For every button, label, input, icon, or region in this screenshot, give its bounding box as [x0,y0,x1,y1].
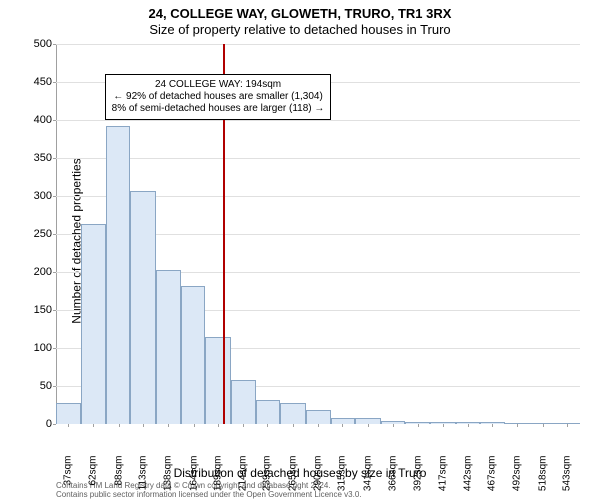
xtick-label: 164sqm [188,456,199,496]
xtick-mark [393,424,394,427]
ytick-label: 0 [30,418,52,430]
xtick-label: 239sqm [262,456,273,496]
ytick-mark [53,44,56,45]
xtick-label: 138sqm [162,456,173,496]
chart-title-line1: 24, COLLEGE WAY, GLOWETH, TRURO, TR1 3RX [0,6,600,22]
ytick-label: 100 [30,342,52,354]
xtick-label: 518sqm [537,456,548,496]
xtick-label: 442sqm [462,456,473,496]
xtick-label: 341sqm [363,456,374,496]
xtick-label: 37sqm [63,456,74,496]
histogram-bar [231,380,256,424]
ytick-label: 200 [30,266,52,278]
xtick-mark [194,424,195,427]
histogram-bar [205,337,231,424]
xtick-label: 366sqm [387,456,398,496]
xtick-mark [218,424,219,427]
ytick-label: 300 [30,190,52,202]
chart-container: 24, COLLEGE WAY, GLOWETH, TRURO, TR1 3RX… [0,0,600,500]
xtick-label: 492sqm [511,456,522,496]
xtick-label: 392sqm [413,456,424,496]
chart-title-line2: Size of property relative to detached ho… [0,22,600,38]
histogram-bar [306,410,331,424]
ytick-mark [53,386,56,387]
xtick-mark [468,424,469,427]
ytick-mark [53,272,56,273]
histogram-bar [181,286,206,424]
callout-box: 24 COLLEGE WAY: 194sqm← 92% of detached … [105,74,332,120]
ytick-label: 250 [30,228,52,240]
xtick-label: 189sqm [213,456,224,496]
ytick-mark [53,120,56,121]
xtick-mark [443,424,444,427]
xtick-label: 543sqm [562,456,573,496]
ytick-mark [53,234,56,235]
gridline [56,158,580,159]
gridline [56,44,580,45]
xtick-label: 214sqm [237,456,248,496]
xtick-mark [143,424,144,427]
histogram-bar [156,270,181,424]
ytick-mark [53,158,56,159]
ytick-mark [53,424,56,425]
xtick-label: 467sqm [487,456,498,496]
callout-line3: 8% of semi-detached houses are larger (1… [112,103,325,115]
histogram-bar [81,224,106,424]
histogram-bar [130,191,156,424]
xtick-label: 265sqm [288,456,299,496]
xtick-mark [318,424,319,427]
histogram-bar [256,400,281,424]
gridline [56,120,580,121]
xtick-mark [293,424,294,427]
ytick-label: 450 [30,76,52,88]
xtick-label: 315sqm [337,456,348,496]
xtick-mark [168,424,169,427]
ytick-label: 150 [30,304,52,316]
xtick-mark [243,424,244,427]
xtick-mark [368,424,369,427]
histogram-bar [56,403,81,424]
callout-line1: 24 COLLEGE WAY: 194sqm [112,79,325,91]
xtick-mark [119,424,120,427]
xtick-mark [517,424,518,427]
plot-area: 24 COLLEGE WAY: 194sqm← 92% of detached … [56,44,580,424]
xtick-mark [68,424,69,427]
xtick-mark [492,424,493,427]
ytick-label: 500 [30,38,52,50]
xtick-mark [543,424,544,427]
ytick-mark [53,310,56,311]
xtick-label: 290sqm [312,456,323,496]
xtick-label: 113sqm [138,456,149,496]
ytick-mark [53,196,56,197]
ytick-mark [53,348,56,349]
ytick-mark [53,82,56,83]
xtick-label: 62sqm [87,456,98,496]
ytick-label: 400 [30,114,52,126]
xtick-mark [342,424,343,427]
histogram-bar [280,403,306,424]
callout-line2: ← 92% of detached houses are smaller (1,… [112,91,325,103]
xtick-label: 88sqm [113,456,124,496]
ytick-label: 50 [30,380,52,392]
xtick-mark [93,424,94,427]
xtick-label: 417sqm [437,456,448,496]
xtick-mark [267,424,268,427]
histogram-bar [106,126,131,424]
xtick-mark [418,424,419,427]
xtick-mark [567,424,568,427]
ytick-label: 350 [30,152,52,164]
